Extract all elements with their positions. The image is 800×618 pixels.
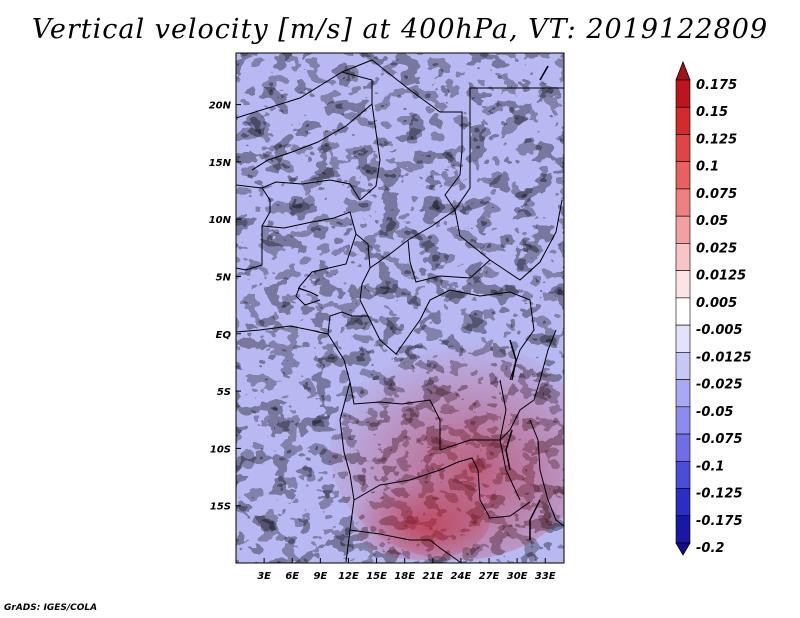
colorbar-top-triangle bbox=[675, 60, 691, 81]
colorbar-label: -0.125 bbox=[696, 487, 743, 502]
colorbar-segment bbox=[675, 352, 691, 380]
colorbar-segment bbox=[675, 215, 691, 244]
colorbar-label: 0.025 bbox=[696, 241, 737, 256]
y-axis-ticks: 20N 15N 10N 5N EQ 5S 10S 15S bbox=[209, 101, 241, 513]
colorbar-label: -0.175 bbox=[696, 514, 743, 529]
grads-credit: GrADS: IGES/COLA bbox=[4, 603, 98, 613]
x-tick-label: 18E bbox=[394, 571, 415, 582]
colorbar-segment bbox=[675, 270, 691, 299]
colorbar-label: 0.15 bbox=[696, 105, 728, 120]
colorbar-label: -0.025 bbox=[696, 378, 743, 393]
x-tick-label: 3E bbox=[257, 571, 271, 582]
y-tick-label: 10S bbox=[210, 444, 231, 455]
colorbar-segment bbox=[675, 188, 691, 217]
colorbar-segment bbox=[675, 488, 691, 517]
colorbar-segment bbox=[675, 79, 691, 108]
colorbar-segment bbox=[675, 324, 691, 353]
colorbar-bottom-triangle bbox=[675, 542, 691, 556]
colorbar-label: 0.05 bbox=[696, 214, 728, 229]
y-tick-label: 5S bbox=[217, 387, 231, 398]
x-tick-label: 21E bbox=[422, 571, 443, 582]
colorbar-label: 0.175 bbox=[696, 78, 737, 93]
colorbar-segment bbox=[675, 161, 691, 190]
colorbar-label: -0.0125 bbox=[696, 350, 752, 365]
x-tick-label: 27E bbox=[479, 571, 500, 582]
y-tick-label: 20N bbox=[209, 101, 232, 112]
colorbar-segment bbox=[675, 297, 691, 326]
x-axis-ticks: 3E 6E 9E 12E 15E 18E 21E 24E 27E 30E 33E bbox=[257, 558, 556, 582]
country-borders bbox=[236, 59, 564, 563]
x-tick-label: 9E bbox=[313, 571, 327, 582]
x-tick-label: 6E bbox=[285, 571, 299, 582]
y-tick-label: 15S bbox=[210, 502, 231, 513]
colorbar-label: -0.05 bbox=[696, 405, 733, 420]
y-tick-label: EQ bbox=[216, 330, 232, 341]
x-tick-label: 33E bbox=[535, 571, 556, 582]
x-tick-label: 24E bbox=[451, 571, 472, 582]
colorbar-label: 0.005 bbox=[696, 296, 737, 311]
colorbar-label: -0.2 bbox=[696, 541, 724, 556]
chart-title: Vertical velocity [m/s] at 400hPa, VT: 2… bbox=[31, 14, 769, 45]
y-tick-label: 15N bbox=[209, 158, 232, 169]
colorbar-label: 0.1 bbox=[696, 160, 719, 175]
colorbar-segment bbox=[675, 433, 691, 462]
colorbar: 0.175 0.15 0.125 0.1 0.075 0.05 0.025 0.0125 0.0… bbox=[675, 60, 752, 556]
x-tick-label: 12E bbox=[338, 571, 359, 582]
colorbar-segment bbox=[675, 134, 691, 163]
y-tick-label: 10N bbox=[209, 215, 232, 226]
colorbar-segment bbox=[675, 243, 691, 271]
colorbar-label: -0.005 bbox=[696, 323, 743, 338]
x-tick-label: 30E bbox=[507, 571, 528, 582]
colorbar-label: 0.075 bbox=[696, 187, 737, 202]
y-tick-label: 5N bbox=[216, 272, 232, 283]
colorbar-segment bbox=[675, 379, 691, 408]
colorbar-label: -0.1 bbox=[696, 459, 724, 474]
colorbar-segment bbox=[675, 515, 691, 544]
colorbar-segment bbox=[675, 106, 691, 135]
velocity-field bbox=[236, 53, 564, 563]
colorbar-segment bbox=[675, 406, 691, 435]
x-tick-label: 15E bbox=[366, 571, 387, 582]
colorbar-label: -0.075 bbox=[696, 432, 743, 447]
colorbar-label: 0.0125 bbox=[696, 269, 746, 284]
colorbar-label: 0.125 bbox=[696, 132, 737, 147]
colorbar-segment bbox=[675, 460, 691, 489]
map-frame bbox=[235, 52, 565, 564]
